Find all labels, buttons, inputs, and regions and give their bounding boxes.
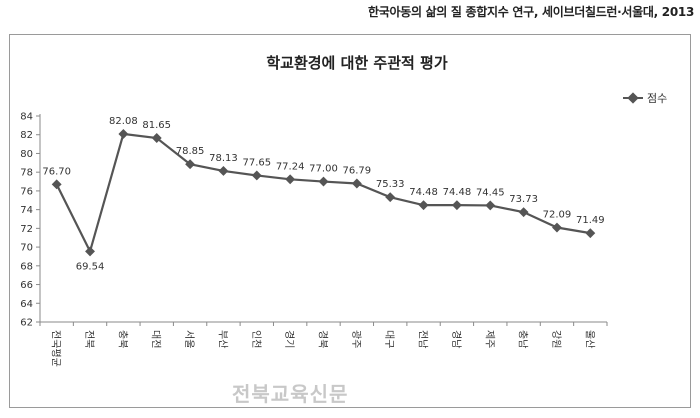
x-tick-label: 충남 [517, 330, 529, 348]
x-tick-label: 전북 [83, 330, 95, 348]
data-point [451, 200, 462, 211]
data-label: 81.65 [142, 120, 171, 131]
data-point [418, 200, 429, 211]
data-label: 72.09 [543, 210, 572, 221]
data-label: 77.65 [242, 157, 271, 168]
watermark: 전북교육신문 [232, 382, 349, 406]
axes: 62 64 66 68 70 72 74 76 78 80 82 84 전국평균 전북 충북 대전 서울 부산 인천… [20, 112, 608, 367]
x-tick-label: 전남 [417, 330, 429, 348]
data-label: 78.13 [209, 153, 238, 164]
y-tick-label: 84 [20, 112, 33, 123]
y-tick-label: 74 [20, 205, 33, 216]
y-tick-label: 76 [20, 186, 33, 197]
data-point [151, 133, 162, 143]
data-point [518, 207, 529, 218]
data-label: 71.49 [576, 215, 605, 226]
data-point [185, 159, 196, 170]
x-tick-label: 강원 [550, 330, 562, 348]
y-tick-label: 66 [20, 280, 33, 291]
data-point [485, 200, 496, 211]
legend-marker [627, 92, 639, 104]
chart-title: 학교환경에 대한 주관적 평가 [266, 54, 447, 72]
legend-label: 점수 [647, 92, 667, 105]
data-label: 69.54 [76, 261, 105, 272]
x-tick-label: 부산 [216, 330, 228, 348]
data-label: 75.33 [376, 179, 405, 190]
chart-frame [9, 34, 691, 408]
series-line [55, 132, 591, 255]
x-tick-label: 대전 [150, 330, 162, 348]
data-point [318, 176, 329, 187]
y-tick-label: 64 [20, 299, 33, 310]
y-tick-label: 62 [20, 318, 33, 329]
y-tick-label: 72 [20, 224, 33, 235]
data-label: 77.24 [276, 161, 305, 172]
x-tick-label: 서울 [183, 330, 195, 348]
data-label: 74.48 [443, 187, 472, 198]
data-label: 73.73 [509, 194, 538, 205]
legend: 점수 [623, 92, 667, 105]
data-point [385, 192, 396, 203]
x-tick-label: 경기 [283, 330, 296, 348]
x-tick-label: 경남 [450, 330, 463, 348]
series-group: 76.70 69.54 82.08 81.65 78.85 78.13 77.65 77.24… [42, 116, 604, 272]
data-point [85, 246, 95, 257]
data-label: 82.08 [109, 116, 138, 127]
data-label: 74.45 [476, 187, 505, 198]
data-point [585, 228, 596, 239]
data-label: 76.79 [343, 166, 372, 177]
y-tick-label: 80 [20, 149, 33, 160]
data-point [251, 170, 262, 181]
data-label: 74.48 [409, 187, 438, 198]
data-point [118, 129, 129, 139]
y-tick-label: 68 [20, 261, 33, 272]
data-label: 76.70 [42, 166, 71, 177]
data-point [552, 222, 562, 233]
data-point [285, 174, 296, 185]
x-tick-label: 경북 [317, 330, 330, 348]
x-tick-label: 대구 [383, 330, 395, 348]
source-caption: 한국아동의 삶의 질 종합지수 연구, 세이브더칠드런·서울대, 2013 [367, 5, 694, 19]
x-tick-label: 전국평균 [50, 330, 62, 367]
data-point [51, 179, 62, 190]
data-point [218, 166, 229, 176]
y-tick-label: 82 [20, 130, 33, 141]
y-tick-label: 78 [20, 168, 33, 179]
x-tick-label: 충북 [116, 330, 128, 348]
x-tick-label: 제주 [483, 330, 495, 348]
x-tick-label: 인천 [250, 330, 262, 348]
data-point [351, 178, 362, 189]
x-tick-label: 광주 [350, 330, 362, 348]
y-tick-label: 70 [20, 243, 33, 254]
data-label: 78.85 [176, 146, 205, 157]
x-tick-label: 울산 [583, 330, 595, 348]
data-label: 77.00 [309, 164, 338, 175]
